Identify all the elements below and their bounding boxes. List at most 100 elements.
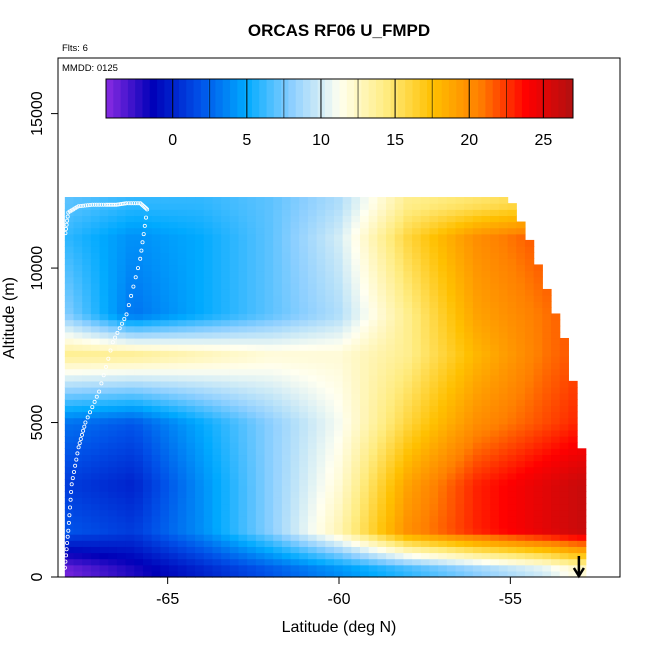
heatmap-cell — [169, 436, 179, 443]
heatmap-cell — [169, 270, 179, 278]
heatmap-cell — [134, 460, 144, 468]
heatmap-cell — [99, 387, 109, 394]
heatmap-cell — [90, 564, 101, 572]
heatmap-cell — [507, 411, 517, 419]
heatmap-cell — [108, 417, 118, 425]
heatmap-cell — [542, 478, 552, 486]
heatmap-cell — [377, 570, 387, 578]
heatmap-cell — [247, 239, 257, 247]
heatmap-cell — [90, 423, 101, 431]
heatmap-cell — [169, 387, 179, 394]
heatmap-cell — [273, 350, 283, 357]
heatmap-cell — [325, 221, 335, 229]
heatmap-cell — [325, 442, 335, 449]
heatmap-cell — [169, 307, 179, 315]
heatmap-cell — [412, 350, 422, 357]
heatmap-cell — [142, 221, 153, 229]
heatmap-cell — [142, 564, 153, 572]
heatmap-cell — [472, 344, 483, 351]
heatmap-cell — [273, 221, 283, 229]
heatmap-cell — [255, 393, 266, 400]
heatmap-cell — [238, 331, 248, 339]
heatmap-cell — [325, 387, 335, 394]
heatmap-cell — [108, 534, 118, 541]
heatmap-cell — [255, 344, 266, 351]
heatmap-cell — [429, 472, 439, 480]
heatmap-cell — [134, 295, 144, 302]
heatmap-cell — [490, 393, 500, 400]
heatmap-cell — [351, 368, 361, 376]
heatmap-cell — [524, 276, 535, 284]
heatmap-cell — [481, 527, 491, 535]
heatmap-cell — [160, 411, 170, 419]
heatmap-cell — [568, 454, 578, 462]
flight-track-point — [131, 201, 136, 206]
heatmap-cell — [160, 319, 170, 327]
heatmap-cell — [507, 331, 517, 339]
heatmap-cell — [490, 399, 500, 406]
heatmap-cell — [568, 393, 578, 400]
heatmap-cell — [490, 442, 500, 449]
heatmap-cell — [64, 460, 75, 468]
heatmap-cell — [507, 252, 517, 259]
heatmap-cell — [394, 264, 405, 272]
heatmap-cell — [90, 227, 101, 235]
heatmap-cell — [99, 564, 109, 572]
heatmap-cell — [151, 264, 161, 272]
heatmap-cell — [386, 246, 396, 253]
heatmap-cell — [386, 454, 396, 462]
heatmap-cell — [73, 546, 83, 554]
heatmap-cell — [64, 374, 75, 382]
heatmap-cell — [151, 331, 161, 339]
heatmap-cell — [186, 460, 196, 468]
heatmap-cell — [134, 387, 144, 394]
heatmap-cell — [90, 282, 101, 290]
heatmap-cell — [307, 270, 318, 278]
heatmap-cell — [481, 564, 491, 572]
heatmap-cell — [438, 491, 448, 498]
heatmap-cell — [134, 429, 144, 437]
heatmap-cell — [377, 295, 387, 302]
heatmap-cell — [360, 301, 370, 308]
heatmap-cell — [420, 203, 431, 210]
heatmap-cell — [186, 564, 196, 572]
heatmap-cell — [386, 521, 396, 529]
heatmap-cell — [524, 436, 535, 443]
heatmap-cell — [247, 227, 257, 235]
heatmap-cell — [455, 534, 465, 541]
heatmap-cell — [420, 485, 431, 492]
heatmap-cell — [360, 215, 370, 223]
heatmap-cell — [568, 503, 578, 511]
heatmap-cell — [90, 411, 101, 419]
heatmap-cell — [281, 252, 292, 259]
heatmap-cell — [151, 313, 161, 321]
heatmap-cell — [90, 344, 101, 351]
heatmap-cell — [507, 442, 517, 449]
flight-track-point — [101, 202, 106, 207]
heatmap-cell — [464, 491, 474, 498]
heatmap-cell — [307, 307, 318, 315]
heatmap-cell — [386, 350, 396, 357]
heatmap-cell — [264, 209, 274, 217]
heatmap-cell — [342, 288, 352, 296]
heatmap-cell — [82, 405, 92, 413]
heatmap-cell — [281, 527, 292, 535]
heatmap-cell — [498, 276, 509, 284]
heatmap-cell — [316, 270, 326, 278]
heatmap-cell — [351, 521, 361, 529]
heatmap-cell — [212, 239, 222, 247]
colorbar-frame — [105, 78, 574, 119]
heatmap-cell — [238, 436, 248, 443]
heatmap-cell — [412, 270, 422, 278]
heatmap-cell — [273, 380, 283, 388]
heatmap-cell — [264, 393, 274, 400]
heatmap-cell — [247, 540, 257, 547]
heatmap-cell — [247, 331, 257, 339]
heatmap-cell — [73, 497, 83, 505]
heatmap-cell — [307, 515, 318, 523]
heatmap-cell — [160, 460, 170, 468]
heatmap-cell — [559, 546, 569, 554]
heatmap-cell — [169, 515, 179, 523]
heatmap-cell — [73, 197, 83, 204]
heatmap-cell — [90, 295, 101, 302]
